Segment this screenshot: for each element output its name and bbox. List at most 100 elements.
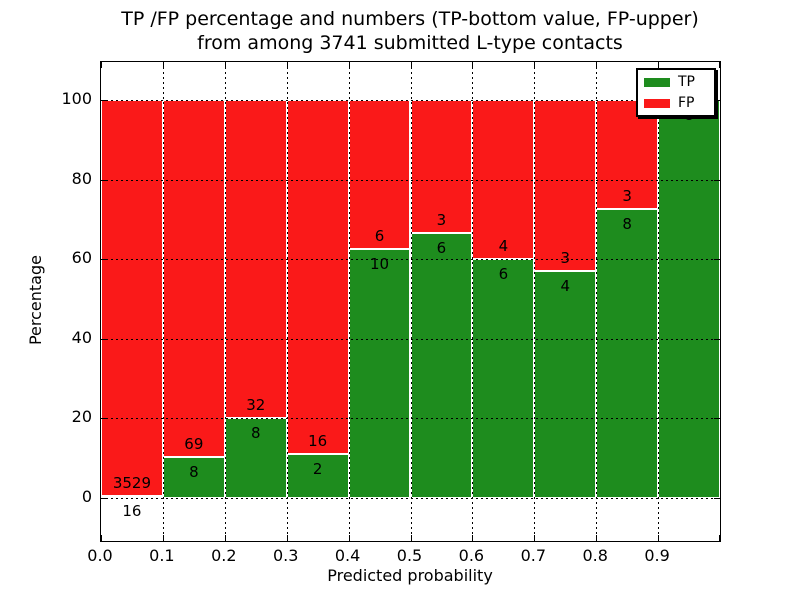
- gridline-vertical: [224, 62, 226, 541]
- y-tick-label: 20: [71, 407, 92, 427]
- legend-item-fp: FP: [644, 96, 708, 110]
- tp-legend-label: TP: [678, 74, 695, 90]
- x-axis-tick: [348, 535, 350, 541]
- bar-label-fp: 32: [246, 396, 266, 415]
- x-tick-label: 0.1: [149, 546, 175, 565]
- x-axis-tick: [162, 535, 164, 541]
- bar-label-fp: 3: [622, 186, 632, 205]
- x-axis-label: Predicted probability: [327, 566, 493, 585]
- bar-segment-tp: [101, 496, 163, 499]
- bar-label-fp: 6: [374, 227, 385, 246]
- x-axis-tick: [410, 535, 412, 541]
- x-axis-tick: [472, 62, 474, 68]
- bar-segment-fp: [101, 100, 163, 497]
- x-axis-tick: [101, 535, 102, 541]
- x-tick-label: 0.6: [458, 546, 485, 565]
- bar-segment-fp: [286, 100, 349, 454]
- x-axis-tick: [101, 62, 102, 68]
- y-axis-tick: [714, 179, 720, 181]
- x-axis-tick: [596, 535, 598, 541]
- y-tick-label: 40: [71, 327, 92, 347]
- bar-segment-tp: [286, 453, 349, 498]
- bar-label-tp: 6: [498, 265, 509, 284]
- x-axis-tick: [472, 535, 474, 541]
- bar-segment-fp: [410, 100, 473, 233]
- gridline-vertical: [162, 62, 164, 541]
- bar-label-fp: 3: [560, 248, 571, 267]
- x-tick-label: 0.8: [582, 546, 608, 565]
- x-tick-label: 0.4: [334, 546, 361, 565]
- bar-label-fp: 16: [308, 431, 328, 450]
- y-axis-tick: [101, 100, 107, 101]
- bar-segment-tp: [162, 456, 225, 498]
- bar-label-tp: 10: [370, 255, 390, 274]
- fp-legend-label: FP: [678, 95, 695, 111]
- y-axis-tick: [714, 498, 720, 499]
- x-axis-tick: [534, 535, 536, 541]
- x-axis-tick: [224, 62, 226, 68]
- bar-label-tp: 4: [560, 276, 571, 295]
- y-axis-tick: [101, 498, 107, 499]
- bar-segment-tp: [348, 249, 411, 498]
- fp-legend-swatch-icon: [644, 98, 670, 108]
- chart-title: TP /FP percentage and numbers (TP-bottom…: [90, 7, 730, 55]
- bar-label-tp: 6: [436, 238, 447, 257]
- y-axis-tick: [714, 418, 720, 420]
- bar-label-fp: 3529: [112, 474, 152, 493]
- y-axis-tick: [714, 338, 720, 340]
- x-axis-tick: [658, 62, 660, 68]
- x-axis-tick: [410, 62, 412, 68]
- bar-segment-fp: [162, 100, 225, 457]
- x-tick-label: 0.7: [520, 546, 547, 565]
- bar-segment-fp: [596, 100, 659, 209]
- x-tick-label: 0.2: [211, 546, 237, 565]
- x-tick-label: 0.5: [396, 546, 423, 565]
- gridline-vertical: [658, 62, 660, 541]
- x-tick-label: 0.9: [644, 546, 670, 565]
- x-tick-label: 0.3: [272, 546, 299, 565]
- legend: TP FP: [636, 68, 716, 117]
- y-axis-tick: [101, 259, 107, 261]
- gridline-vertical: [410, 62, 412, 541]
- gridline-vertical: [596, 62, 598, 541]
- bar-segment-tp: [596, 208, 659, 498]
- chart-title-line2: from among 3741 submitted L-type contact…: [197, 32, 623, 54]
- bar-label-tp: 16: [122, 502, 142, 521]
- bar-label-tp: 8: [250, 424, 261, 443]
- x-axis-tick: [162, 62, 164, 68]
- bar-label-fp: 69: [184, 434, 204, 453]
- x-axis-tick: [719, 535, 720, 541]
- x-axis-tick: [658, 535, 660, 541]
- bar-label-fp: 3: [436, 210, 447, 229]
- bar-label-tp: 8: [622, 214, 632, 233]
- gridline-vertical: [534, 62, 536, 541]
- bar-label-fp: 4: [498, 237, 509, 256]
- legend-item-tp: TP: [644, 75, 708, 89]
- bar-segment-tp: [472, 259, 535, 498]
- x-axis-tick: [224, 535, 226, 541]
- x-axis-tick: [286, 535, 288, 541]
- y-tick-label: 0: [81, 487, 92, 506]
- chart-title-line1: TP /FP percentage and numbers (TP-bottom…: [121, 8, 699, 30]
- y-axis-label: Percentage: [26, 255, 45, 346]
- y-axis-tick: [714, 259, 720, 261]
- bar-segment-fp: [534, 100, 597, 271]
- x-axis-tick: [534, 62, 536, 68]
- y-tick-label: 60: [71, 248, 92, 268]
- x-axis-tick: [286, 62, 288, 68]
- bar-segment-tp: [410, 232, 473, 498]
- y-tick-label: 80: [71, 168, 92, 188]
- gridline-vertical: [286, 62, 288, 541]
- bar-segment-tp: [658, 100, 720, 498]
- bar-label-tp: 2: [312, 459, 323, 478]
- plot-area: TP FP 352916698328162610364634388: [100, 61, 721, 542]
- x-axis-tick: [348, 62, 350, 68]
- bar-segment-tp: [534, 270, 597, 498]
- gridline-vertical: [348, 62, 350, 541]
- bar-label-tp: 8: [189, 462, 199, 481]
- y-axis-tick: [101, 338, 107, 340]
- gridline-vertical: [472, 62, 474, 541]
- tp-legend-swatch-icon: [644, 77, 670, 87]
- x-tick-label: 0.0: [87, 546, 113, 565]
